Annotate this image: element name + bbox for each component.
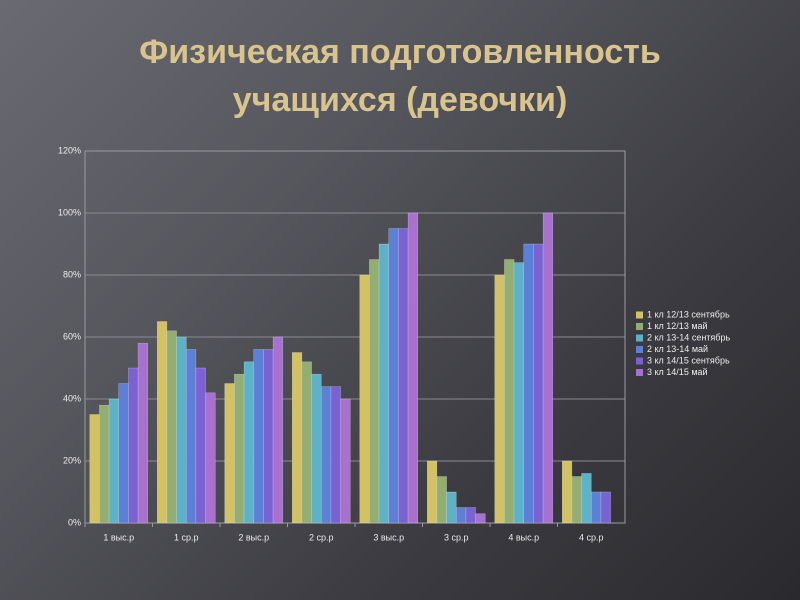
bar [446, 491, 457, 524]
bar [89, 414, 100, 524]
x-tick-label: 2 выс.р [238, 532, 269, 542]
x-tick-label: 1 ср.р [174, 532, 199, 542]
bar [128, 367, 139, 524]
legend-label: 1 кл 12/13 май [647, 321, 708, 331]
legend-swatch [636, 334, 643, 342]
bar [542, 212, 554, 524]
legend-label: 1 кл 12/13 сентябрь [647, 309, 730, 319]
legend-label: 3 кл 14/15 май [647, 367, 708, 377]
bar [108, 398, 119, 524]
bar [176, 336, 187, 524]
bar [99, 404, 110, 524]
legend-swatch [636, 311, 643, 319]
x-tick-label: 1 выс.р [103, 532, 134, 542]
y-tick-label: 80% [63, 269, 81, 279]
bar [513, 262, 525, 524]
y-tick-label: 120% [58, 145, 81, 155]
bar [456, 507, 467, 524]
bar [561, 460, 573, 524]
x-tick-label: 4 выс.р [508, 532, 539, 542]
x-tick-label: 2 ср.р [309, 532, 334, 542]
x-tick-label: 3 выс.р [373, 532, 404, 542]
legend-swatch [636, 357, 643, 365]
bar [118, 383, 129, 524]
bar [426, 460, 438, 524]
bar [137, 342, 149, 524]
bar [378, 243, 390, 524]
y-tick-label: 100% [58, 207, 81, 217]
bar [330, 386, 341, 524]
bar [600, 491, 611, 524]
y-tick-label: 0% [68, 517, 81, 527]
x-tick-label: 4 ср.р [579, 532, 604, 542]
legend-swatch [636, 346, 643, 353]
bar [340, 398, 351, 524]
bar [504, 259, 515, 524]
bar [321, 386, 332, 524]
bar [465, 507, 476, 524]
bar [186, 349, 197, 524]
bar [311, 373, 322, 524]
bar [591, 491, 602, 524]
y-tick-label: 20% [63, 455, 81, 465]
bar [407, 212, 419, 524]
bar [369, 259, 380, 524]
x-tick-label: 3 ср.р [444, 532, 469, 542]
y-tick-label: 40% [63, 393, 81, 403]
bar [195, 367, 206, 524]
bar [475, 513, 486, 524]
bar [291, 352, 303, 524]
bar [301, 361, 312, 524]
bar [224, 383, 235, 524]
bar [581, 473, 592, 524]
legend-swatch [636, 323, 643, 330]
bar [234, 373, 245, 524]
bar [494, 274, 505, 524]
bar [263, 349, 274, 524]
bar [243, 361, 254, 524]
legend-label: 2 кл 13-14 май [647, 344, 708, 354]
bar [571, 476, 582, 524]
bar [436, 476, 447, 524]
bar [359, 274, 370, 524]
legend-swatch [636, 369, 643, 376]
legend-label: 3 кл 14/15 сентябрь [647, 355, 730, 365]
bar [156, 321, 168, 524]
bar [523, 243, 534, 524]
bar [253, 349, 264, 524]
bar [205, 392, 216, 524]
y-tick-label: 60% [63, 331, 81, 341]
bar [272, 336, 284, 524]
bar [388, 228, 399, 524]
bar [398, 228, 409, 524]
chart-title: Физическая подготовленность учащихся (де… [139, 33, 661, 119]
legend-label: 2 кл 13-14 сентябрь [647, 332, 730, 342]
bar [166, 330, 177, 524]
bar [533, 243, 544, 524]
